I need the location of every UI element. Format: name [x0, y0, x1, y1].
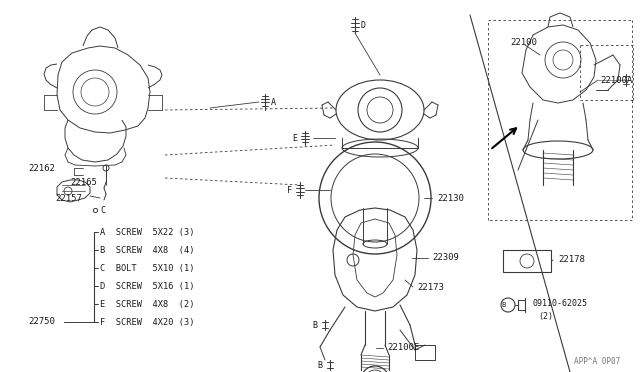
- Text: A  SCREW  5X22 (3): A SCREW 5X22 (3): [100, 228, 195, 237]
- Text: 22100E: 22100E: [387, 343, 419, 353]
- Text: B: B: [317, 360, 322, 369]
- Text: 22157: 22157: [55, 193, 82, 202]
- Text: C  BOLT   5X10 (1): C BOLT 5X10 (1): [100, 263, 195, 273]
- Text: F  SCREW  4X20 (3): F SCREW 4X20 (3): [100, 317, 195, 327]
- Text: 22162: 22162: [28, 164, 55, 173]
- Text: 22165: 22165: [70, 177, 97, 186]
- Text: E  SCREW  4X8  (2): E SCREW 4X8 (2): [100, 299, 195, 308]
- Text: 22178: 22178: [558, 256, 585, 264]
- Text: 22309: 22309: [432, 253, 459, 263]
- Text: APP^A 0P07: APP^A 0P07: [573, 357, 620, 366]
- Text: 22173: 22173: [417, 282, 444, 292]
- Text: A: A: [271, 97, 276, 106]
- Text: D  SCREW  5X16 (1): D SCREW 5X16 (1): [100, 282, 195, 291]
- Text: 22130: 22130: [437, 193, 464, 202]
- Text: (2): (2): [538, 311, 553, 321]
- Text: 22100A: 22100A: [600, 76, 632, 84]
- Text: 22100: 22100: [510, 38, 537, 46]
- Text: 09110-62025: 09110-62025: [533, 298, 588, 308]
- Text: B: B: [312, 321, 317, 330]
- Text: 22750: 22750: [28, 317, 55, 327]
- Text: D: D: [361, 20, 366, 29]
- Text: E: E: [292, 134, 297, 142]
- Text: B  SCREW  4X8  (4): B SCREW 4X8 (4): [100, 246, 195, 254]
- Text: C: C: [100, 205, 105, 215]
- Text: F: F: [287, 186, 292, 195]
- Text: B: B: [502, 302, 506, 308]
